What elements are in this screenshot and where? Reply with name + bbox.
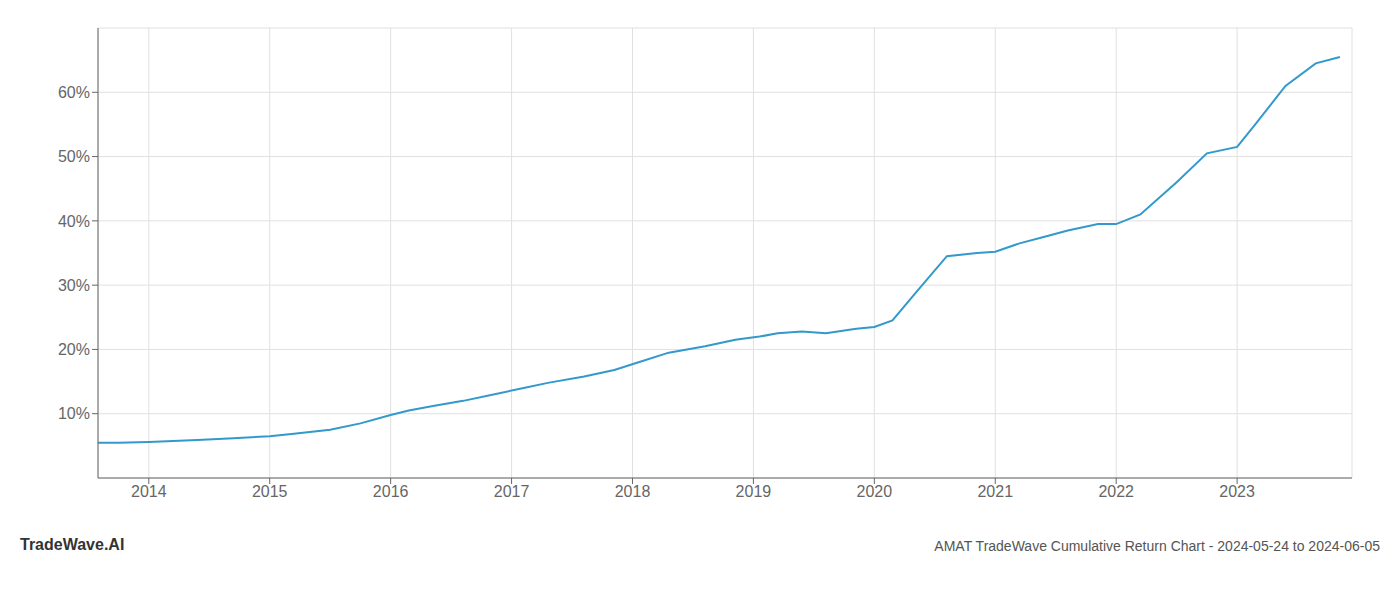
svg-text:60%: 60% [58, 84, 90, 101]
svg-text:10%: 10% [58, 405, 90, 422]
svg-text:2018: 2018 [615, 483, 651, 500]
svg-text:2023: 2023 [1219, 483, 1255, 500]
html-text:TradeWave.AI: TradeWave.AI [20, 536, 125, 553]
svg-text:30%: 30% [58, 277, 90, 294]
html-text:AMAT TradeWave Cumulative Retu: AMAT TradeWave Cumulative Return Chart -… [934, 538, 1380, 554]
svg-text:2015: 2015 [252, 483, 288, 500]
svg-text:2014: 2014 [131, 483, 167, 500]
svg-text:20%: 20% [58, 341, 90, 358]
svg-text:2021: 2021 [977, 483, 1013, 500]
svg-text:50%: 50% [58, 148, 90, 165]
svg-text:2020: 2020 [857, 483, 893, 500]
svg-text:2022: 2022 [1098, 483, 1134, 500]
svg-text:40%: 40% [58, 213, 90, 230]
svg-text:2019: 2019 [736, 483, 772, 500]
svg-text:2016: 2016 [373, 483, 409, 500]
svg-text:2017: 2017 [494, 483, 530, 500]
